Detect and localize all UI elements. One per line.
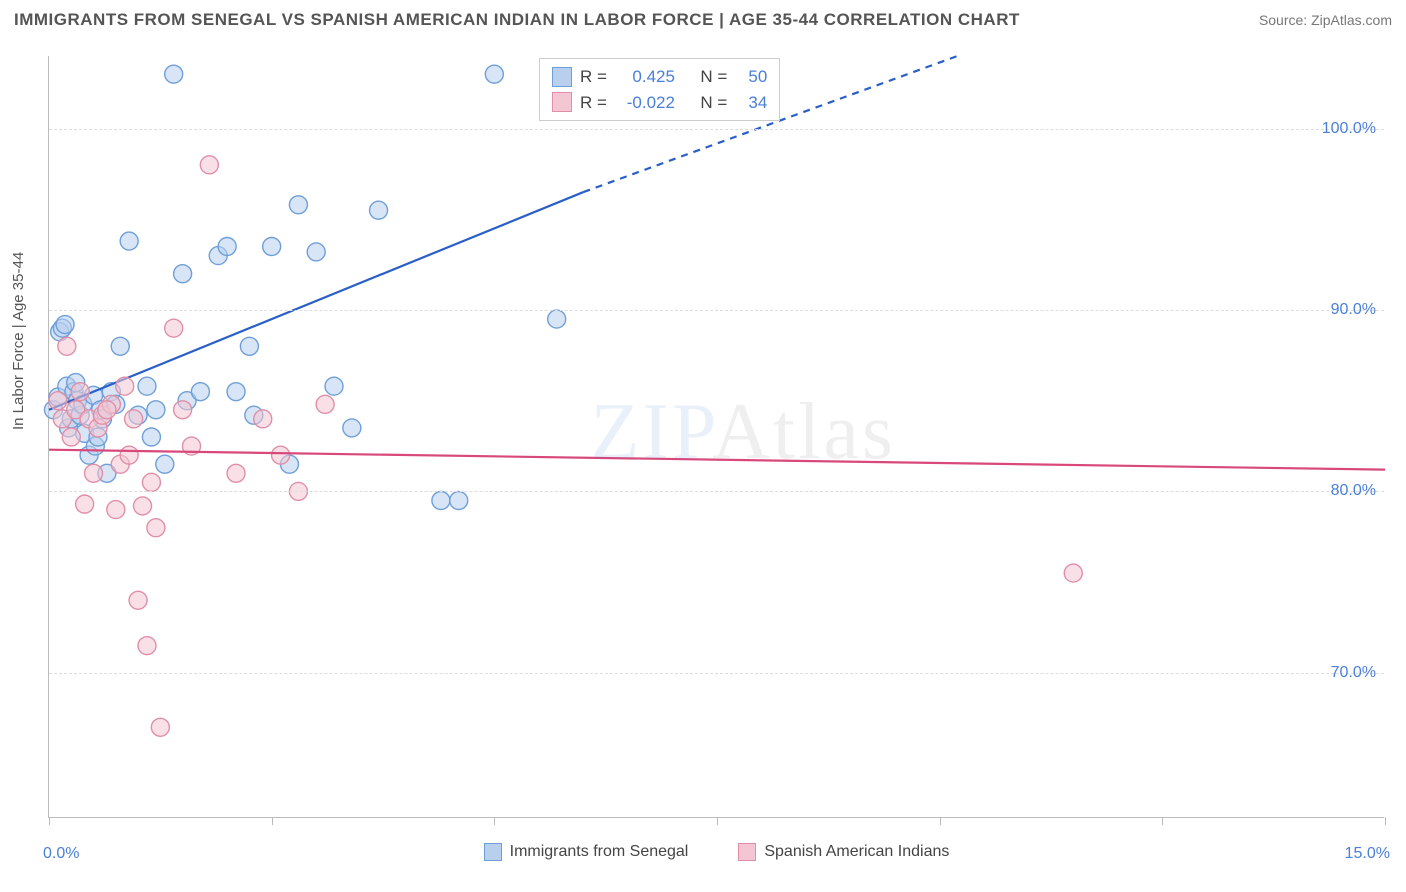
- data-point: [254, 410, 272, 428]
- data-point: [316, 395, 334, 413]
- data-point: [343, 419, 361, 437]
- y-tick-label: 70.0%: [1331, 664, 1376, 682]
- data-point: [98, 401, 116, 419]
- scatter-svg: [49, 56, 1384, 817]
- data-point: [138, 377, 156, 395]
- x-tick: [49, 817, 50, 825]
- data-point: [125, 410, 143, 428]
- data-point: [129, 591, 147, 609]
- data-point: [200, 156, 218, 174]
- data-point: [450, 492, 468, 510]
- stats-row: R = -0.022 N = 34: [552, 90, 767, 116]
- x-tick: [1385, 817, 1386, 825]
- data-point: [218, 238, 236, 256]
- data-point: [263, 238, 281, 256]
- stats-row: R = 0.425 N = 50: [552, 64, 767, 90]
- data-point: [107, 501, 125, 519]
- gridline: [49, 673, 1384, 674]
- y-tick-label: 100.0%: [1322, 120, 1376, 138]
- data-point: [227, 383, 245, 401]
- y-axis-label: In Labor Force | Age 35-44: [10, 252, 27, 430]
- data-point: [174, 401, 192, 419]
- plot-area: ZIPAtlas R =0.425 N =50R =-0.022 N =34 0…: [48, 56, 1384, 818]
- stat-r-label: R =: [580, 90, 607, 116]
- data-point: [165, 65, 183, 83]
- data-point: [307, 243, 325, 261]
- legend-item: Immigrants from Senegal: [484, 843, 689, 861]
- bottom-legend: Immigrants from Senegal Spanish American …: [49, 843, 1384, 861]
- data-point: [227, 464, 245, 482]
- data-point: [151, 718, 169, 736]
- trend-line: [49, 450, 1385, 470]
- x-tick: [494, 817, 495, 825]
- source-label: Source: ZipAtlas.com: [1259, 12, 1392, 28]
- legend-swatch: [484, 843, 502, 861]
- data-point: [147, 401, 165, 419]
- gridline: [49, 310, 1384, 311]
- chart-title: IMMIGRANTS FROM SENEGAL VS SPANISH AMERI…: [14, 10, 1020, 30]
- data-point: [370, 201, 388, 219]
- stat-r-value: 0.425: [615, 64, 675, 90]
- stat-n-value: 50: [735, 64, 767, 90]
- stat-n-value: 34: [735, 90, 767, 116]
- data-point: [142, 428, 160, 446]
- data-point: [1064, 564, 1082, 582]
- data-point: [116, 377, 134, 395]
- data-point: [272, 446, 290, 464]
- correlation-stats-box: R = 0.425 N = 50 R = -0.022 N = 34: [539, 58, 780, 121]
- data-point: [49, 392, 67, 410]
- data-point: [142, 473, 160, 491]
- legend-label: Immigrants from Senegal: [510, 843, 689, 861]
- legend-label: Spanish American Indians: [764, 843, 949, 861]
- y-tick-label: 80.0%: [1331, 482, 1376, 500]
- gridline: [49, 129, 1384, 130]
- data-point: [432, 492, 450, 510]
- data-point: [138, 637, 156, 655]
- data-point: [58, 337, 76, 355]
- data-point: [62, 428, 80, 446]
- data-point: [71, 383, 89, 401]
- legend-swatch: [738, 843, 756, 861]
- legend-swatch: [552, 92, 572, 112]
- x-tick: [272, 817, 273, 825]
- data-point: [191, 383, 209, 401]
- data-point: [111, 337, 129, 355]
- data-point: [76, 495, 94, 513]
- stat-n-label: N =: [700, 64, 727, 90]
- data-point: [120, 446, 138, 464]
- data-point: [120, 232, 138, 250]
- legend-swatch: [552, 67, 572, 87]
- x-tick: [717, 817, 718, 825]
- data-point: [134, 497, 152, 515]
- data-point: [85, 464, 103, 482]
- data-point: [485, 65, 503, 83]
- data-point: [240, 337, 258, 355]
- data-point: [56, 316, 74, 334]
- data-point: [147, 519, 165, 537]
- data-point: [325, 377, 343, 395]
- x-tick: [1162, 817, 1163, 825]
- legend-item: Spanish American Indians: [738, 843, 949, 861]
- data-point: [289, 196, 307, 214]
- stat-r-label: R =: [580, 64, 607, 90]
- stat-r-value: -0.022: [615, 90, 675, 116]
- y-tick-label: 90.0%: [1331, 301, 1376, 319]
- stat-n-label: N =: [700, 90, 727, 116]
- data-point: [548, 310, 566, 328]
- x-tick: [940, 817, 941, 825]
- gridline: [49, 491, 1384, 492]
- data-point: [165, 319, 183, 337]
- data-point: [174, 265, 192, 283]
- data-point: [156, 455, 174, 473]
- trend-line: [49, 192, 583, 410]
